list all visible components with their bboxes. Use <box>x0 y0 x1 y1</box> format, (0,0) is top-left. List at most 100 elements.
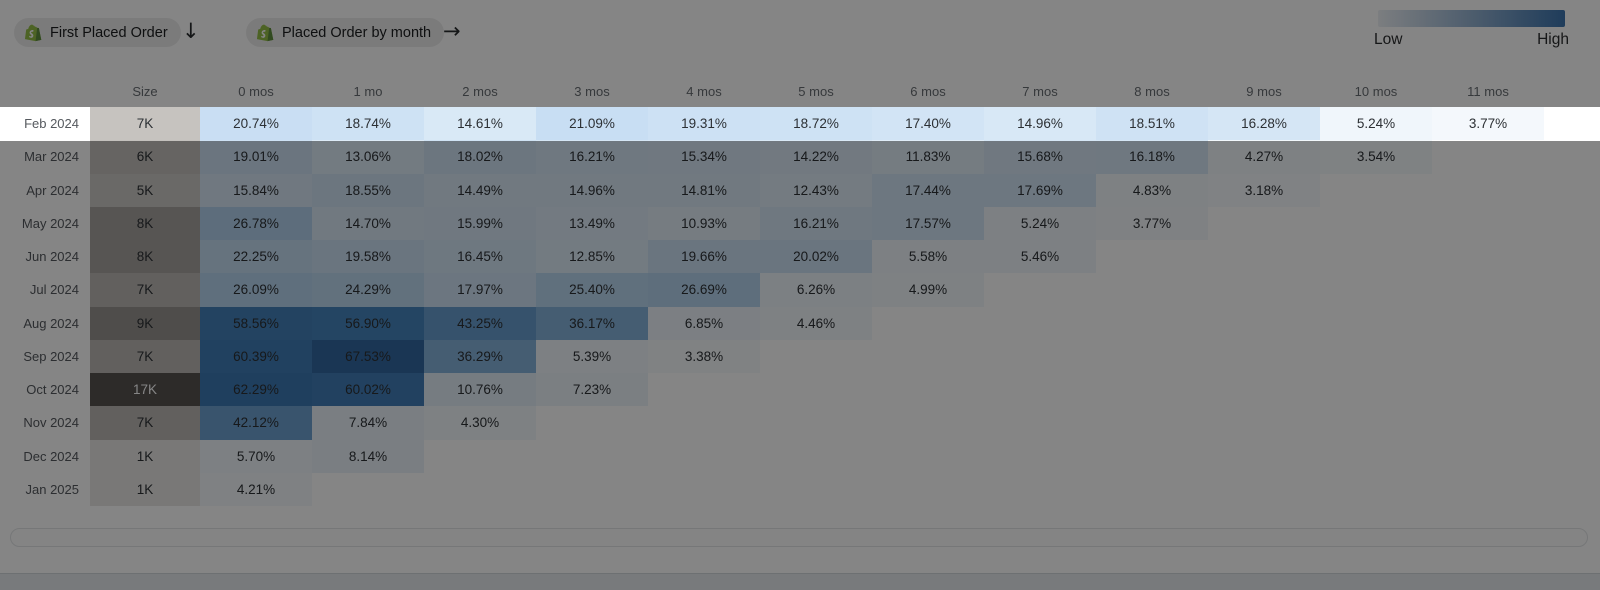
heatmap-cell[interactable]: 36.29% <box>424 339 536 373</box>
heatmap-cell[interactable]: 36.17% <box>536 306 648 340</box>
cohort-row: Aug 2024 9K 58.56% 56.90% 43.25% 36.17% 6.85% 4… <box>0 306 1600 340</box>
heatmap-cell[interactable]: 20.02% <box>760 240 872 274</box>
heatmap-cell[interactable]: 4.83% <box>1096 173 1208 207</box>
heatmap-cell[interactable]: 12.85% <box>536 240 648 274</box>
heatmap-cell[interactable]: 14.49% <box>424 173 536 207</box>
heatmap-cell[interactable]: 26.69% <box>648 273 760 307</box>
heatmap-cell[interactable]: 5.58% <box>872 240 984 274</box>
heatmap-cell[interactable]: 3.38% <box>648 339 760 373</box>
heatmap-cell[interactable]: 13.06% <box>312 140 424 174</box>
heatmap-cell[interactable]: 56.90% <box>312 306 424 340</box>
heatmap-cell[interactable]: 24.29% <box>312 273 424 307</box>
heatmap-cell[interactable]: 7.84% <box>312 406 424 440</box>
heatmap-cell[interactable]: 67.53% <box>312 339 424 373</box>
cohort-size-cell[interactable]: 1K <box>90 472 200 506</box>
heatmap-cell[interactable]: 7.23% <box>536 373 648 407</box>
heatmap-cell[interactable]: 16.18% <box>1096 140 1208 174</box>
heatmap-cell[interactable]: 15.68% <box>984 140 1096 174</box>
heatmap-cell[interactable]: 8.14% <box>312 439 424 473</box>
cohort-size-cell[interactable]: 7K <box>90 406 200 440</box>
return-event-pill[interactable]: Placed Order by month <box>246 18 445 47</box>
heatmap-cell[interactable]: 5.46% <box>984 240 1096 274</box>
heatmap-cell[interactable]: 58.56% <box>200 306 312 340</box>
heatmap-cell[interactable]: 19.31% <box>648 107 760 141</box>
heatmap-cell[interactable]: 19.66% <box>648 240 760 274</box>
cohort-size-cell[interactable]: 7K <box>90 107 200 141</box>
heatmap-cell[interactable]: 15.34% <box>648 140 760 174</box>
heatmap-cell[interactable]: 26.09% <box>200 273 312 307</box>
heatmap-cell[interactable]: 20.74% <box>200 107 312 141</box>
heatmap-cell[interactable]: 21.09% <box>536 107 648 141</box>
next-section-edge <box>0 573 1600 590</box>
heatmap-cell[interactable]: 25.40% <box>536 273 648 307</box>
heatmap-cell[interactable]: 4.21% <box>200 472 312 506</box>
heatmap-cell[interactable]: 16.21% <box>536 140 648 174</box>
heatmap-cell[interactable]: 62.29% <box>200 373 312 407</box>
heatmap-cell[interactable]: 5.24% <box>984 206 1096 240</box>
cohort-size-cell[interactable]: 5K <box>90 173 200 207</box>
heatmap-cell[interactable]: 15.99% <box>424 206 536 240</box>
heatmap-cell[interactable]: 6.85% <box>648 306 760 340</box>
heatmap-cell[interactable]: 19.58% <box>312 240 424 274</box>
heatmap-cell[interactable]: 10.93% <box>648 206 760 240</box>
heatmap-cell[interactable]: 43.25% <box>424 306 536 340</box>
heatmap-cell[interactable]: 18.74% <box>312 107 424 141</box>
heatmap-cell[interactable]: 4.99% <box>872 273 984 307</box>
cohort-event-pill[interactable]: First Placed Order <box>14 18 181 47</box>
heatmap-cell[interactable]: 3.54% <box>1320 140 1432 174</box>
heatmap-cell[interactable]: 6.26% <box>760 273 872 307</box>
heatmap-cell[interactable]: 17.44% <box>872 173 984 207</box>
cohort-size-cell[interactable]: 1K <box>90 439 200 473</box>
heatmap-cell[interactable]: 17.57% <box>872 206 984 240</box>
cohort-row: Jul 2024 7K 26.09% 24.29% 17.97% 25.40% 26.69%… <box>0 273 1600 307</box>
heatmap-cell[interactable]: 3.77% <box>1432 107 1544 141</box>
heatmap-cell[interactable]: 16.28% <box>1208 107 1320 141</box>
heatmap-cell[interactable]: 11.83% <box>872 140 984 174</box>
heatmap-cell[interactable]: 4.30% <box>424 406 536 440</box>
heatmap-cell[interactable]: 4.46% <box>760 306 872 340</box>
heatmap-cell[interactable]: 3.77% <box>1096 206 1208 240</box>
heatmap-cell[interactable]: 60.39% <box>200 339 312 373</box>
heatmap-cell[interactable]: 14.96% <box>536 173 648 207</box>
heatmap-cell[interactable]: 16.21% <box>760 206 872 240</box>
heatmap-cell[interactable]: 13.49% <box>536 206 648 240</box>
heatmap-cell[interactable]: 26.78% <box>200 206 312 240</box>
heatmap-cell[interactable]: 3.18% <box>1208 173 1320 207</box>
heatmap-cell[interactable]: 15.84% <box>200 173 312 207</box>
cohort-size-cell[interactable]: 7K <box>90 339 200 373</box>
heatmap-cell[interactable]: 14.61% <box>424 107 536 141</box>
heatmap-cell[interactable]: 5.39% <box>536 339 648 373</box>
cohort-size-cell[interactable]: 8K <box>90 206 200 240</box>
heatmap-cell[interactable]: 60.02% <box>312 373 424 407</box>
heatmap-cell[interactable]: 18.02% <box>424 140 536 174</box>
heatmap-cell[interactable]: 14.22% <box>760 140 872 174</box>
heatmap-cell[interactable]: 17.97% <box>424 273 536 307</box>
heatmap-cell[interactable]: 17.69% <box>984 173 1096 207</box>
heatmap-cell[interactable]: 5.24% <box>1320 107 1432 141</box>
heatmap-cell[interactable]: 10.76% <box>424 373 536 407</box>
heatmap-cell[interactable]: 14.96% <box>984 107 1096 141</box>
heatmap-cell[interactable]: 4.27% <box>1208 140 1320 174</box>
heatmap-cell[interactable]: 12.43% <box>760 173 872 207</box>
month-column-header: 8 mos <box>1134 83 1170 99</box>
cohort-size-cell[interactable]: 17K <box>90 373 200 407</box>
heatmap-cell[interactable]: 19.01% <box>200 140 312 174</box>
heatmap-cell[interactable]: 16.45% <box>424 240 536 274</box>
heatmap-cell[interactable]: 42.12% <box>200 406 312 440</box>
cohort-size-cell[interactable]: 9K <box>90 306 200 340</box>
horizontal-scrollbar[interactable] <box>10 528 1588 547</box>
heatmap-cell[interactable]: 18.55% <box>312 173 424 207</box>
cohort-size-cell[interactable]: 7K <box>90 273 200 307</box>
heatmap-cell[interactable]: 5.70% <box>200 439 312 473</box>
heatmap-cell[interactable]: 18.51% <box>1096 107 1208 141</box>
month-column-header: 10 mos <box>1354 83 1398 99</box>
cohort-row-label: Jan 2025 <box>25 481 80 497</box>
heatmap-cell[interactable]: 14.81% <box>648 173 760 207</box>
cohort-row-label: Feb 2024 <box>24 116 79 132</box>
heatmap-cell[interactable]: 14.70% <box>312 206 424 240</box>
heatmap-cell[interactable]: 17.40% <box>872 107 984 141</box>
heatmap-cell[interactable]: 22.25% <box>200 240 312 274</box>
cohort-size-cell[interactable]: 6K <box>90 140 200 174</box>
heatmap-cell[interactable]: 18.72% <box>760 107 872 141</box>
cohort-size-cell[interactable]: 8K <box>90 240 200 274</box>
